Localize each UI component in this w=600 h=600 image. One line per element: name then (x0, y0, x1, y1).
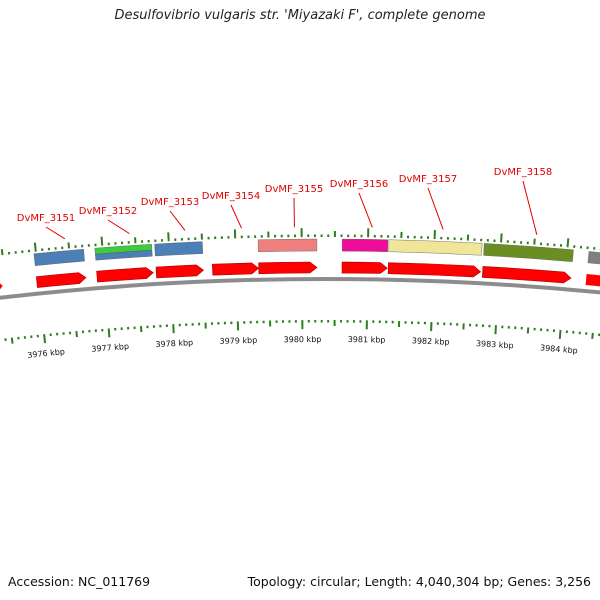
gene-label[interactable]: DvMF_3151 (17, 213, 75, 224)
inner-major-tick (558, 329, 562, 340)
cds-arrow[interactable] (35, 272, 87, 288)
partial-cds-left (0, 283, 3, 290)
partial-cog-right (587, 251, 600, 265)
inner-major-tick (107, 328, 111, 338)
gene-label[interactable]: DvMF_3155 (265, 184, 323, 195)
cog-bar (95, 249, 153, 261)
outer-minor-tick (67, 242, 71, 249)
gene-leader-lines (45, 180, 538, 240)
kbp-tick-label: 3984 kbp (540, 343, 578, 355)
cds-arrow[interactable] (387, 262, 482, 278)
gene-label[interactable]: DvMF_3154 (202, 191, 260, 202)
outer-major-tick (100, 236, 104, 246)
gene-leader-line (107, 219, 130, 235)
cds-arrow[interactable] (155, 264, 204, 279)
gene-leader-line (427, 187, 444, 230)
gene-leader-line (45, 226, 66, 240)
cds-track[interactable] (35, 261, 572, 288)
gene-label[interactable]: DvMF_3153 (141, 197, 199, 208)
gene-label[interactable]: DvMF_3158 (494, 167, 552, 178)
cog-bar (483, 243, 574, 262)
cds-arrow[interactable] (258, 261, 318, 275)
kbp-tick-label: 3976 kbp (27, 347, 65, 360)
outer-major-tick (566, 238, 570, 248)
kbp-tick-label: 3977 kbp (91, 342, 129, 354)
gene-label[interactable]: DvMF_3157 (399, 174, 457, 185)
cds-arrow[interactable] (96, 267, 154, 283)
cds-arrow[interactable] (211, 262, 260, 276)
inner-minor-tick (75, 331, 78, 338)
genome-summary: Topology: circular; Length: 4,040,304 bp… (247, 574, 591, 589)
gene-leader-line (522, 180, 538, 235)
kbp-tick-label: 3981 kbp (348, 335, 386, 345)
outer-tick-track (0, 228, 600, 256)
gene-leader-line (358, 192, 373, 228)
gene-leader-line (230, 204, 242, 229)
inner-tick-track (4, 320, 600, 344)
kbp-tick-label: 3983 kbp (476, 339, 514, 350)
cds-arrow[interactable] (481, 266, 572, 284)
cog-bar (33, 248, 85, 266)
cog-bar (154, 241, 204, 257)
partial-features (0, 251, 600, 290)
kbp-axis-labels: 3976 kbp 3977 kbp 3978 kbp 3979 kbp 3980 kbp… (27, 335, 578, 360)
inner-major-tick (494, 325, 497, 335)
outer-major-tick (33, 242, 37, 252)
gene-label[interactable]: DvMF_3156 (330, 179, 388, 190)
cog-bar (257, 238, 318, 253)
inner-minor-tick (10, 337, 14, 344)
map-title: Desulfovibrio vulgaris str. 'Miyazaki F'… (114, 8, 486, 23)
gene-leader-line (169, 210, 186, 231)
gene-label[interactable]: DvMF_3152 (79, 206, 137, 217)
inner-minor-tick (591, 332, 594, 339)
kbp-tick-label: 3978 kbp (155, 338, 193, 349)
kbp-tick-label: 3979 kbp (219, 336, 257, 346)
kbp-tick-label: 3982 kbp (412, 336, 450, 346)
outer-major-tick (500, 233, 503, 243)
cog-bar-track (33, 238, 574, 266)
genome-backbone (0, 277, 600, 300)
partial-cds-right (585, 274, 600, 287)
outer-minor-tick (0, 249, 4, 256)
cds-arrow[interactable] (341, 261, 388, 274)
accession-label: Accession: NC_011769 (8, 574, 151, 589)
kbp-tick-label: 3980 kbp (284, 335, 322, 344)
cog-bar (388, 239, 483, 256)
inner-major-tick (43, 334, 47, 344)
cog-bar (342, 238, 389, 252)
